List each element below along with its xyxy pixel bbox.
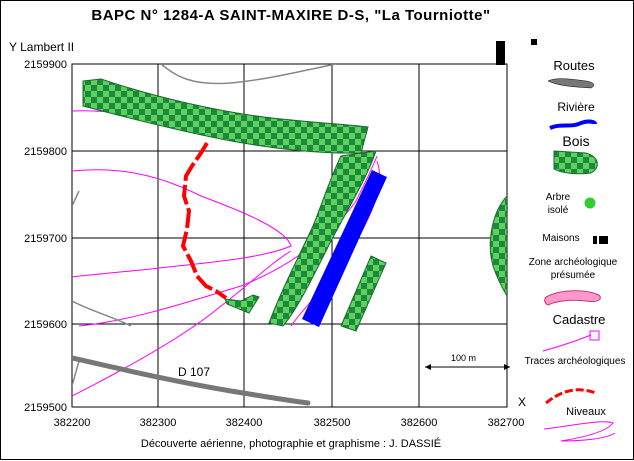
- legend-cadastre: Cadastre: [552, 312, 606, 327]
- y-tick-label: 2159900: [24, 59, 67, 71]
- x-tick-label: 382300: [140, 417, 177, 429]
- wood-area: [340, 255, 387, 332]
- legend-traces-symbol: [545, 388, 597, 405]
- legend-house-symbol: [593, 236, 597, 244]
- cadastre-lines: [72, 64, 337, 387]
- legend-zone-symbol: [544, 290, 601, 306]
- legend-routes-symbol: [547, 78, 595, 89]
- legend-cadastre-symbol: [589, 330, 600, 341]
- legend-levels: Niveaux: [566, 406, 606, 418]
- legend-river-symbol: [549, 119, 597, 130]
- legend-tree-line2: isolé: [547, 205, 569, 216]
- cadastre-line: [72, 190, 80, 207]
- contour-line: [78, 155, 378, 327]
- cadastre-line: [72, 300, 132, 327]
- archaeological-trace: [181, 141, 228, 300]
- wood-area: [82, 78, 369, 154]
- wood-area: [489, 195, 507, 297]
- y-axis-label: Y Lambert II: [9, 40, 75, 54]
- legend-traces: Traces archéologiques: [524, 356, 626, 367]
- wood-area: [268, 150, 377, 327]
- x-tick-label: 382400: [226, 417, 263, 429]
- legend-houses: Maisons: [542, 233, 580, 244]
- y-tick-label: 2159700: [24, 233, 67, 245]
- road-d107: [72, 355, 311, 406]
- legend-levels-symbol: [543, 421, 616, 442]
- legend-tree: Arbre isolé: [536, 191, 580, 217]
- x-tick-label: 382200: [54, 417, 91, 429]
- contour-line: [72, 169, 292, 278]
- legend-wood-symbol: [553, 150, 598, 175]
- y-tick-label: 2159500: [24, 402, 67, 414]
- legend-cadastre-symbol: [542, 334, 592, 352]
- legend-routes: Routes: [553, 58, 595, 73]
- legend-wood: Bois: [562, 133, 590, 149]
- wood-area: [224, 294, 260, 314]
- cadastre-line: [160, 64, 337, 85]
- river-blue: [302, 170, 387, 327]
- legend-tree-line1: Arbre: [545, 192, 571, 203]
- legend-tree-symbol: [584, 197, 596, 209]
- x-tick-label: 382700: [488, 417, 525, 429]
- legend-zone-line1: Zone archéologique: [528, 257, 618, 268]
- y-tick-label: 2159800: [24, 146, 67, 158]
- legend-river: Rivière: [557, 100, 595, 114]
- woods: [82, 78, 507, 332]
- credit-line: Découverte aérienne, photographie et gra…: [140, 438, 442, 450]
- x-tick-label: 382600: [401, 417, 438, 429]
- x-axis-label: X: [518, 395, 527, 409]
- x-tick-label: 382500: [314, 417, 351, 429]
- road-label: D 107: [178, 365, 210, 379]
- legend-zone: Zone archéologique présumée: [517, 256, 629, 282]
- grid: [71, 63, 508, 408]
- cadastre-line: [72, 360, 80, 387]
- legend-house-symbol: [599, 236, 608, 244]
- scale-label: 100 m: [451, 353, 476, 363]
- x-tick-labels: 382200 382300 382400 382500 382600 38270…: [54, 417, 525, 429]
- legend-zone-line2: présumée: [550, 270, 596, 281]
- house-symbol: [496, 41, 505, 65]
- y-tick-label: 2159600: [24, 319, 67, 331]
- legend-symbols: [496, 39, 616, 442]
- map-title: BAPC N° 1284-A SAINT-MAXIRE D-S, "La Tou…: [91, 7, 491, 24]
- house-symbol: [531, 39, 537, 45]
- scale-bar: 100 m: [425, 353, 510, 370]
- y-tick-labels: 2159900 2159800 2159700 2159600 2159500: [24, 59, 67, 414]
